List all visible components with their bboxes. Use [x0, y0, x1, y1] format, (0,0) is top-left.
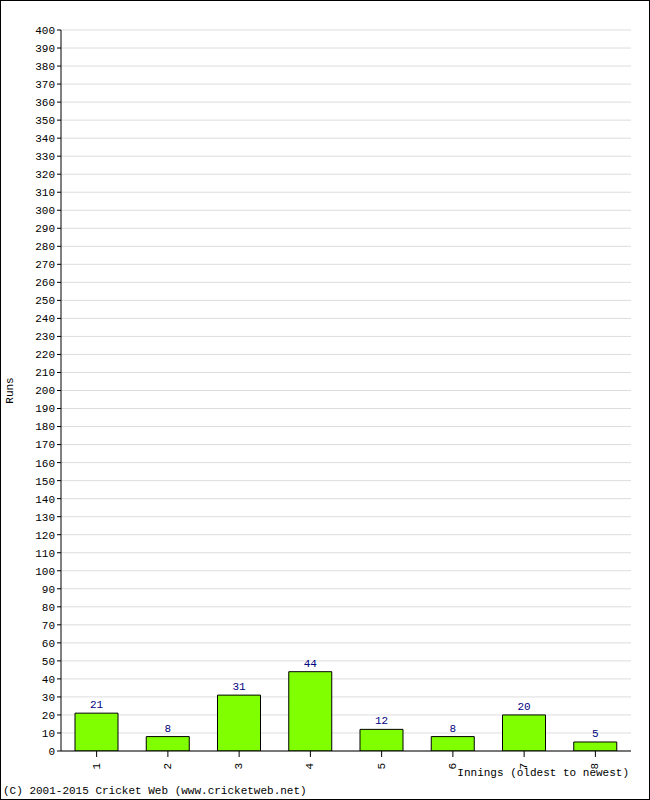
svg-text:140: 140 [35, 494, 55, 506]
svg-text:250: 250 [35, 295, 55, 307]
svg-text:330: 330 [35, 151, 55, 163]
svg-text:21: 21 [90, 699, 104, 711]
svg-text:1: 1 [91, 763, 103, 770]
svg-text:290: 290 [35, 223, 55, 235]
svg-text:260: 260 [35, 277, 55, 289]
svg-text:320: 320 [35, 169, 55, 181]
svg-text:Runs: Runs [8, 377, 16, 403]
svg-text:31: 31 [232, 681, 246, 693]
svg-text:240: 240 [35, 313, 55, 325]
svg-text:360: 360 [35, 97, 55, 109]
svg-text:380: 380 [35, 61, 55, 73]
svg-text:220: 220 [35, 349, 55, 361]
svg-text:100: 100 [35, 566, 55, 578]
svg-text:370: 370 [35, 79, 55, 91]
svg-text:160: 160 [35, 458, 55, 470]
svg-text:44: 44 [304, 658, 318, 670]
svg-text:10: 10 [42, 728, 55, 740]
svg-text:230: 230 [35, 331, 55, 343]
svg-text:5: 5 [592, 728, 599, 740]
svg-text:8: 8 [164, 723, 171, 735]
svg-text:310: 310 [35, 187, 55, 199]
svg-text:3: 3 [233, 763, 245, 770]
svg-text:210: 210 [35, 367, 55, 379]
svg-text:300: 300 [35, 205, 55, 217]
svg-text:400: 400 [35, 25, 55, 37]
svg-text:340: 340 [35, 133, 55, 145]
svg-text:12: 12 [375, 715, 388, 727]
svg-text:200: 200 [35, 385, 55, 397]
svg-text:60: 60 [42, 638, 55, 650]
svg-text:390: 390 [35, 43, 55, 55]
svg-text:50: 50 [42, 656, 55, 668]
svg-text:70: 70 [42, 620, 55, 632]
svg-text:6: 6 [447, 763, 459, 770]
svg-text:180: 180 [35, 421, 55, 433]
svg-text:350: 350 [35, 115, 55, 127]
svg-text:40: 40 [42, 674, 55, 686]
svg-text:150: 150 [35, 476, 55, 488]
svg-text:120: 120 [35, 530, 55, 542]
svg-text:4: 4 [304, 763, 316, 770]
svg-text:90: 90 [42, 584, 55, 596]
svg-text:20: 20 [42, 710, 55, 722]
svg-text:5: 5 [376, 763, 388, 770]
svg-text:270: 270 [35, 259, 55, 271]
svg-text:0: 0 [48, 746, 55, 758]
svg-text:190: 190 [35, 403, 55, 415]
svg-text:30: 30 [42, 692, 55, 704]
svg-text:110: 110 [35, 548, 55, 560]
svg-text:170: 170 [35, 439, 55, 451]
svg-text:8: 8 [449, 723, 456, 735]
svg-text:280: 280 [35, 241, 55, 253]
svg-text:80: 80 [42, 602, 55, 614]
svg-text:2: 2 [162, 763, 174, 770]
svg-text:20: 20 [517, 701, 530, 713]
svg-text:130: 130 [35, 512, 55, 524]
